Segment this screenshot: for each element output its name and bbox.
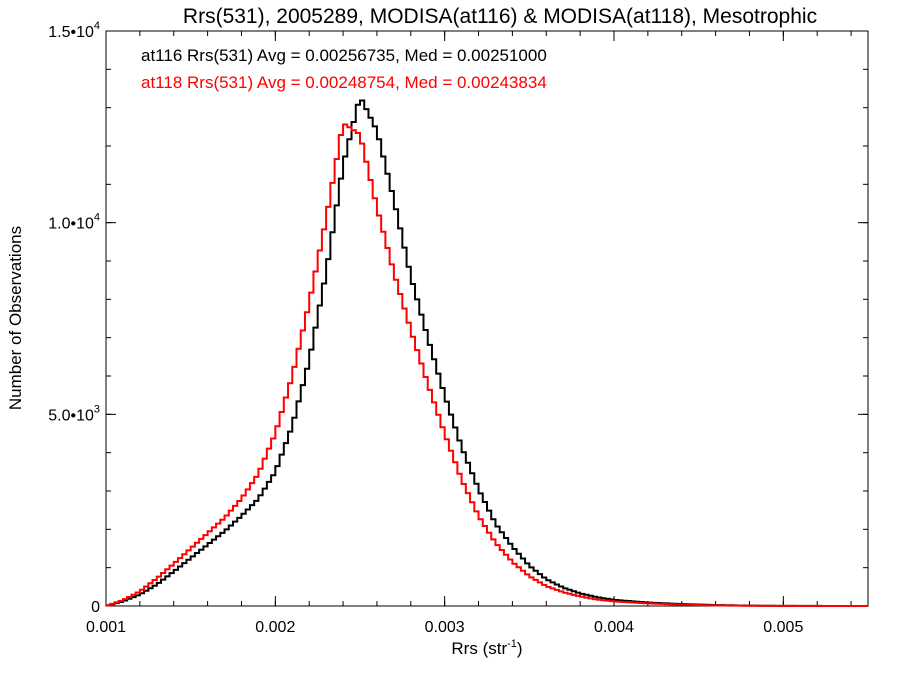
y-axis-label: Number of Observations <box>6 226 25 410</box>
x-tick-label: 0.005 <box>763 619 803 636</box>
x-tick-label: 0.001 <box>86 619 126 636</box>
stats-annotations: at116 Rrs(531) Avg = 0.00256735, Med = 0… <box>141 46 547 92</box>
stat-annotation-2: at118 Rrs(531) Avg = 0.00248754, Med = 0… <box>141 73 547 92</box>
series-line-2 <box>106 123 868 607</box>
stat-annotation-1: at116 Rrs(531) Avg = 0.00256735, Med = 0… <box>141 46 547 65</box>
plot-frame <box>105 30 869 607</box>
y-axis: 0 5.0•103 1.0•104 1.5•104 <box>48 20 868 616</box>
chart-title: Rrs(531), 2005289, MODISA(at116) & MODIS… <box>183 5 817 28</box>
plot-border <box>105 30 869 607</box>
y-tick-label: 0 <box>91 599 100 616</box>
x-axis-label-base: Rrs (str <box>451 639 507 658</box>
y-tick-label: 5.0•103 <box>48 403 100 424</box>
y-tick-label: 1.0•104 <box>48 212 100 233</box>
series-layer <box>106 99 868 607</box>
x-axis-label-superscript: -1 <box>507 638 517 650</box>
x-tick-label: 0.003 <box>425 619 465 636</box>
x-tick-label: 0.002 <box>255 619 295 636</box>
x-tick-label: 0.004 <box>594 619 634 636</box>
x-axis-label: Rrs (str-1) <box>451 638 522 658</box>
x-axis-label-close: ) <box>517 639 523 658</box>
y-tick-label: 1.5•104 <box>48 20 100 41</box>
x-axis: 0.001 0.002 0.003 0.004 0.005 <box>86 31 852 636</box>
